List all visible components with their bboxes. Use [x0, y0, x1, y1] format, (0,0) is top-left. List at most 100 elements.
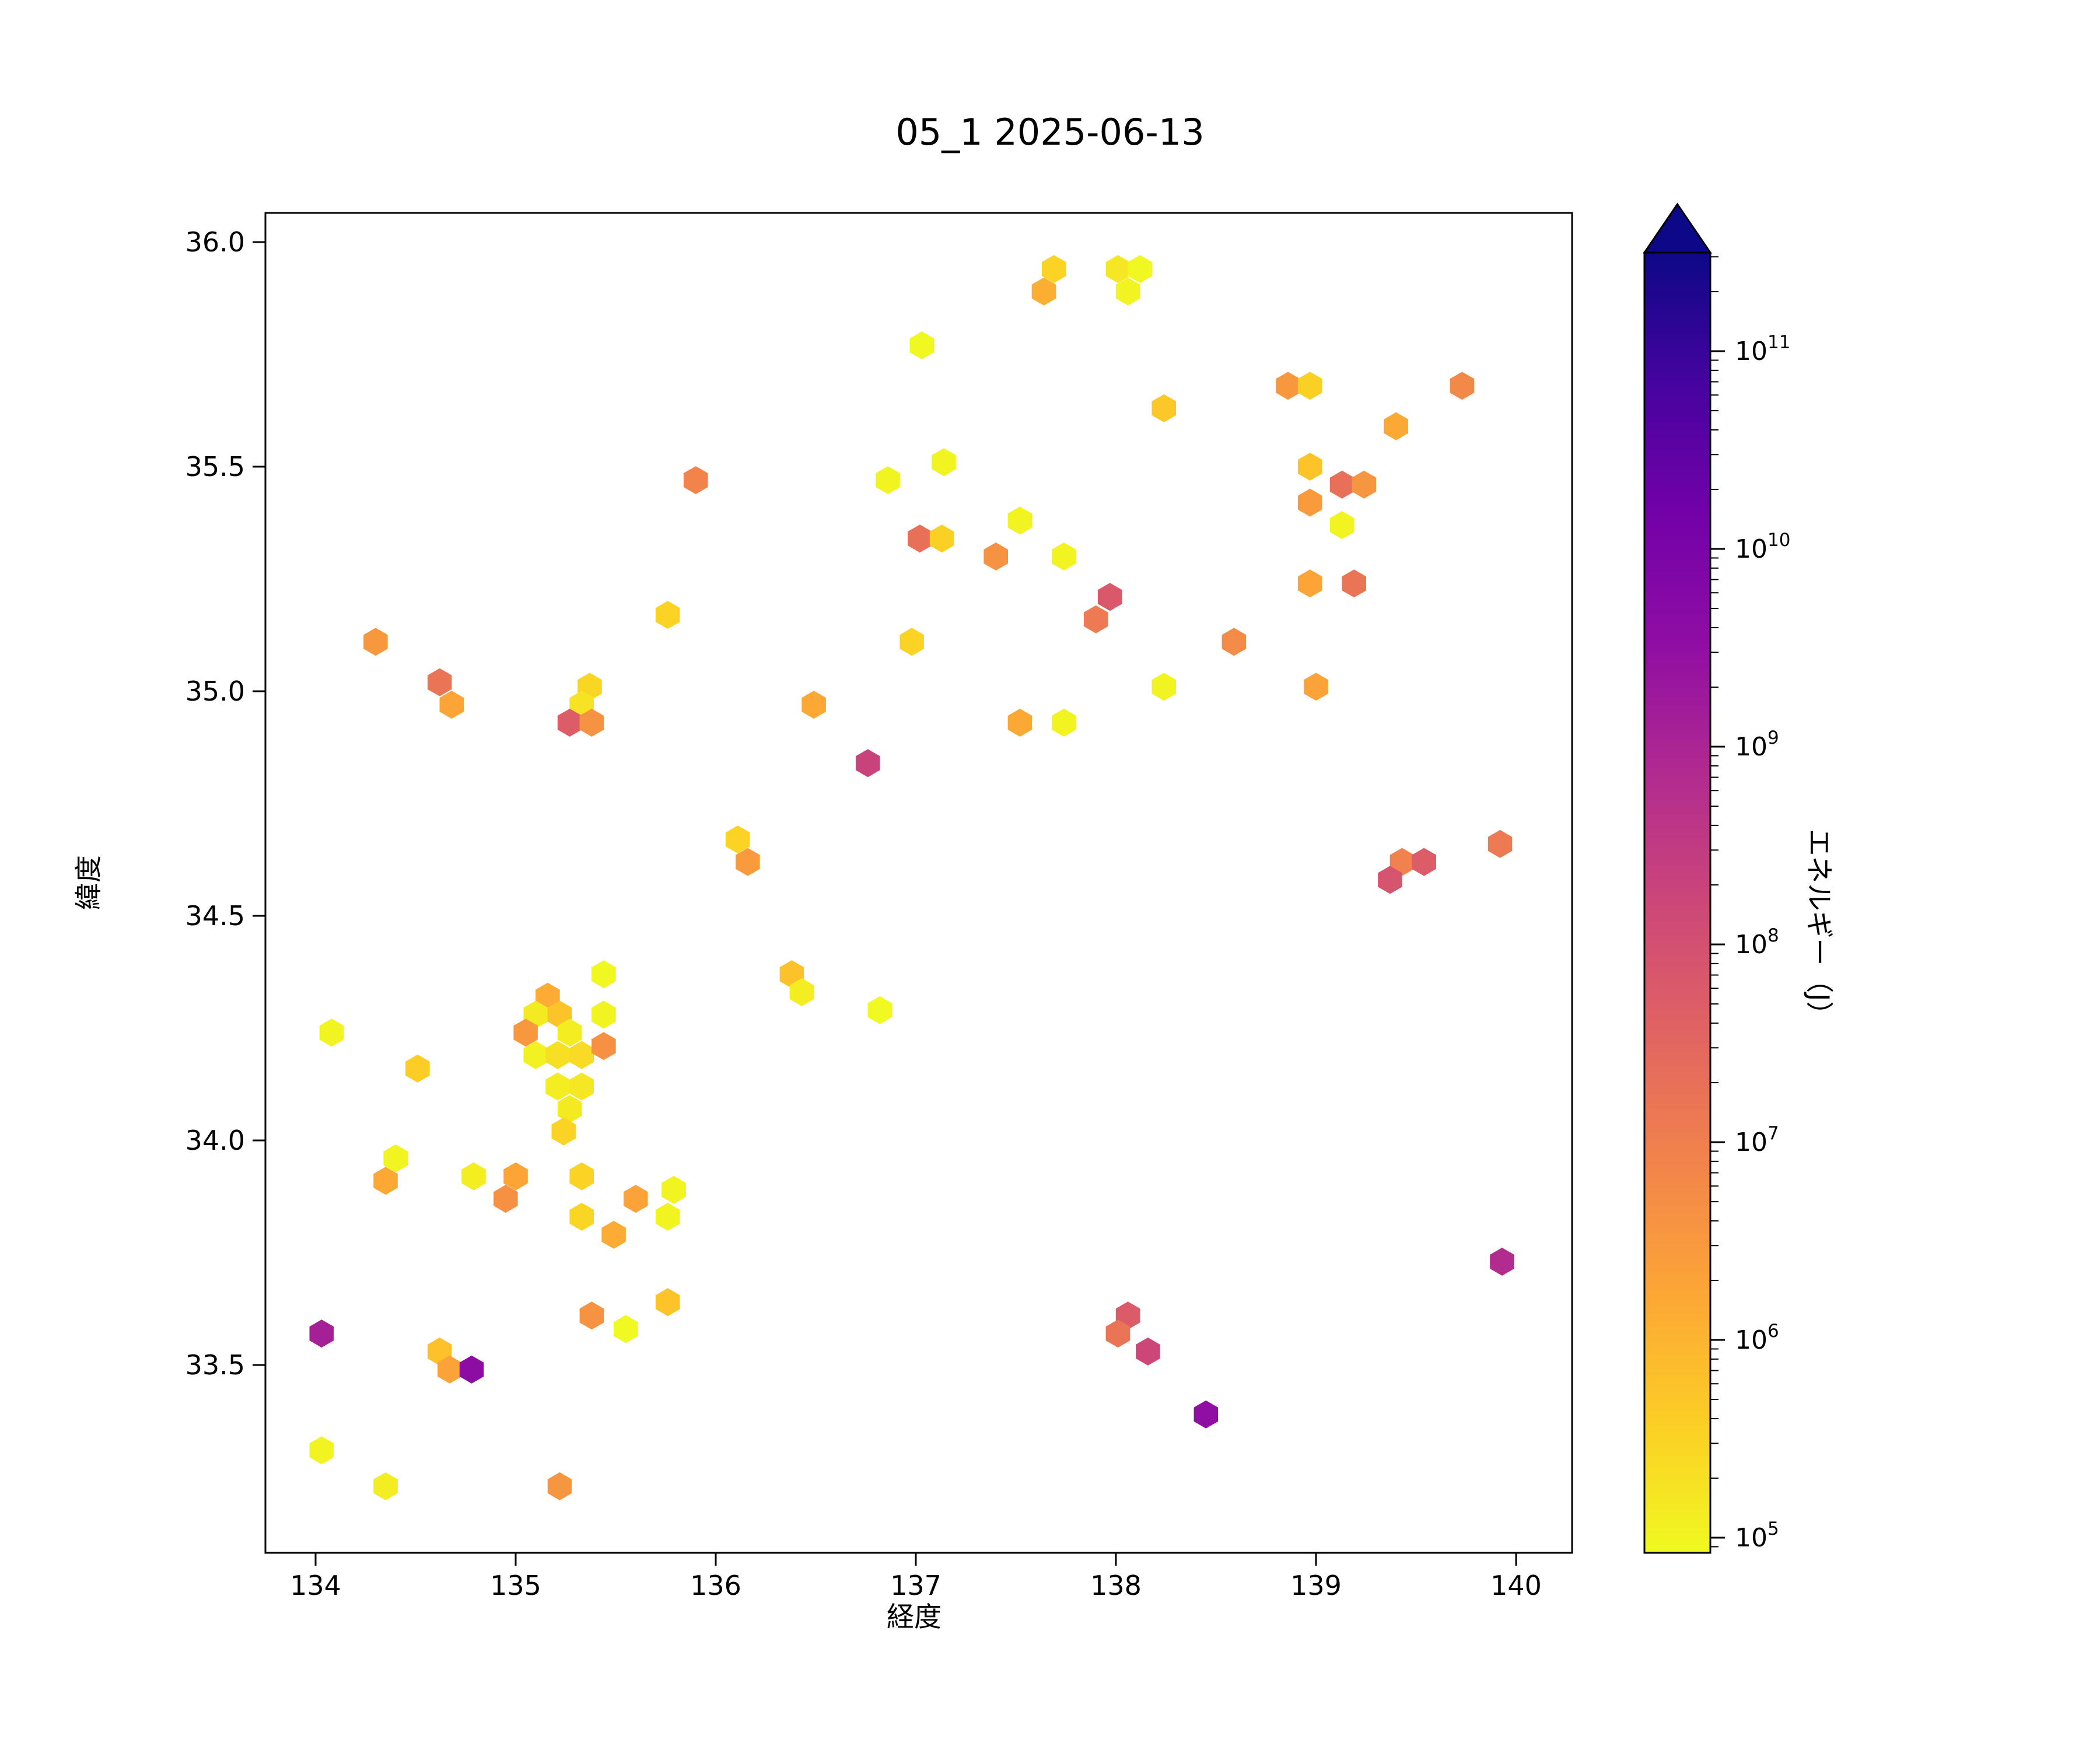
hexbin-cell: [439, 691, 464, 719]
hexbin-cell: [683, 466, 708, 495]
hexbin-cell: [1115, 277, 1140, 306]
x-tick-label: 138: [1090, 1570, 1142, 1601]
hexbin-cell: [373, 1167, 398, 1195]
hexbin-cell: [569, 1162, 594, 1191]
hexbin-cell: [725, 825, 750, 854]
hexbin-cell: [1297, 372, 1322, 400]
y-tick-label: 33.5: [186, 1349, 245, 1381]
hexbin-cell: [1041, 255, 1066, 284]
hexbin-layer: [309, 255, 1514, 1500]
hexbin-cell: [1128, 255, 1152, 284]
hexbin-cell: [569, 1072, 594, 1101]
hexbin-cell: [309, 1436, 334, 1465]
hexbin-cell: [655, 1288, 680, 1317]
x-axis-ticks: 134 135 136 137 138 139 140: [290, 1553, 1542, 1601]
chart-title: 05_1 2025-06-13: [895, 111, 1204, 153]
x-tick-label: 136: [690, 1570, 741, 1601]
hexbin-cell: [579, 708, 604, 737]
hexbin-cell: [459, 1355, 484, 1384]
colorbar-label: エネルギー（J）: [1803, 829, 1835, 1029]
hexbin-cell: [309, 1320, 334, 1348]
hexbin-cell: [383, 1144, 408, 1172]
hexbin-cell: [932, 448, 956, 477]
hexbin-cell: [624, 1185, 648, 1213]
hexbin-cell: [373, 1472, 398, 1500]
hexbin-cell: [592, 1000, 616, 1029]
colorbar-ticks: 105 106 107 108 109 1010 1011: [1710, 256, 1790, 1553]
hexbin-cell: [1342, 569, 1366, 598]
hexbin-cell: [461, 1162, 486, 1191]
hexbin-cell: [855, 749, 880, 778]
hexbin-cell: [1329, 511, 1354, 540]
hexbin-cell: [1007, 708, 1032, 737]
x-tick-label: 137: [890, 1570, 942, 1601]
y-tick-label: 34.5: [186, 900, 245, 932]
colorbar-tick-label: 105: [1735, 1518, 1779, 1553]
hexbin-cell: [545, 1072, 570, 1101]
hexbin-cell: [655, 601, 680, 629]
hexbin-cell: [900, 628, 924, 656]
y-tick-label: 35.5: [186, 451, 245, 482]
hexbin-cell: [1297, 488, 1322, 517]
hexbin-cell: [1052, 708, 1076, 737]
hexbin-cell: [513, 1019, 538, 1047]
hexbin-cell: [1052, 542, 1076, 570]
hexbin-cell: [1297, 453, 1322, 481]
hexbin-cell: [876, 466, 900, 495]
hexbin-cell: [1378, 866, 1402, 894]
hexbin-cell: [1136, 1337, 1160, 1366]
hexbin-cell: [662, 1175, 686, 1204]
hexbin-cell: [557, 708, 582, 737]
hexbin-cell: [579, 1301, 604, 1330]
colorbar-tick-label: 1010: [1735, 530, 1790, 564]
hexbin-cell: [1194, 1400, 1219, 1429]
hexbin-cell: [363, 628, 388, 656]
hexbin-cell: [929, 524, 954, 553]
hexbin-cell: [592, 1032, 616, 1060]
hexbin-cell: [427, 668, 452, 696]
hexbin-cell: [503, 1162, 528, 1191]
hexbin-cell: [736, 848, 760, 876]
hexbin-cell: [438, 1355, 462, 1384]
y-tick-label: 35.0: [186, 676, 245, 707]
hexbin-cell: [1276, 372, 1300, 400]
hexbin-cell: [1152, 394, 1177, 422]
hexbin-cell: [1297, 569, 1322, 598]
hexbin-cell: [802, 691, 826, 719]
x-tick-label: 135: [490, 1570, 541, 1601]
hexbin-cell: [789, 978, 814, 1006]
hexbin-cell: [1450, 372, 1475, 400]
colorbar-tick-label: 106: [1735, 1321, 1779, 1355]
hexbin-cell: [1105, 255, 1130, 284]
y-axis-ticks: 36.0 35.5 35.0 34.5 34.0 33.5: [186, 226, 265, 1381]
colorbar-extend-arrow: [1643, 202, 1712, 254]
hexbin-cell: [557, 1095, 582, 1124]
hexbin-cell: [1490, 1247, 1514, 1276]
hexbin-cell: [592, 960, 616, 989]
hexbin-cell: [1329, 470, 1354, 499]
hexbin-cell: [569, 1041, 594, 1069]
colorbar-bar: [1643, 251, 1712, 1554]
hexbin-cell: [405, 1054, 430, 1083]
hexbin-cell: [655, 1202, 680, 1231]
x-tick-label: 140: [1490, 1570, 1542, 1601]
hexbin-cell: [1304, 673, 1328, 701]
hexbin-cell: [1007, 506, 1032, 535]
hexbin-cell: [1031, 277, 1056, 306]
hexbin-cell: [319, 1019, 344, 1047]
hexbin-cell: [569, 1202, 594, 1231]
hexbin-cell: [1390, 848, 1415, 876]
hexbin-cell: [1222, 628, 1247, 656]
colorbar-tick-label: 108: [1735, 925, 1779, 960]
hexbin-cell: [601, 1220, 626, 1249]
colorbar-tick-label: 109: [1735, 727, 1779, 762]
hexbin-cell: [551, 1117, 576, 1146]
hexbin-cell: [908, 524, 932, 553]
hexbin-cell: [909, 331, 935, 360]
hexbin-cell: [494, 1185, 518, 1213]
y-axis-label: 緯度: [73, 855, 105, 910]
colorbar-tick-label: 1011: [1735, 332, 1790, 366]
hexbin-cell: [867, 996, 892, 1024]
y-tick-label: 34.0: [186, 1125, 245, 1156]
hexbin-cell: [547, 1472, 572, 1500]
